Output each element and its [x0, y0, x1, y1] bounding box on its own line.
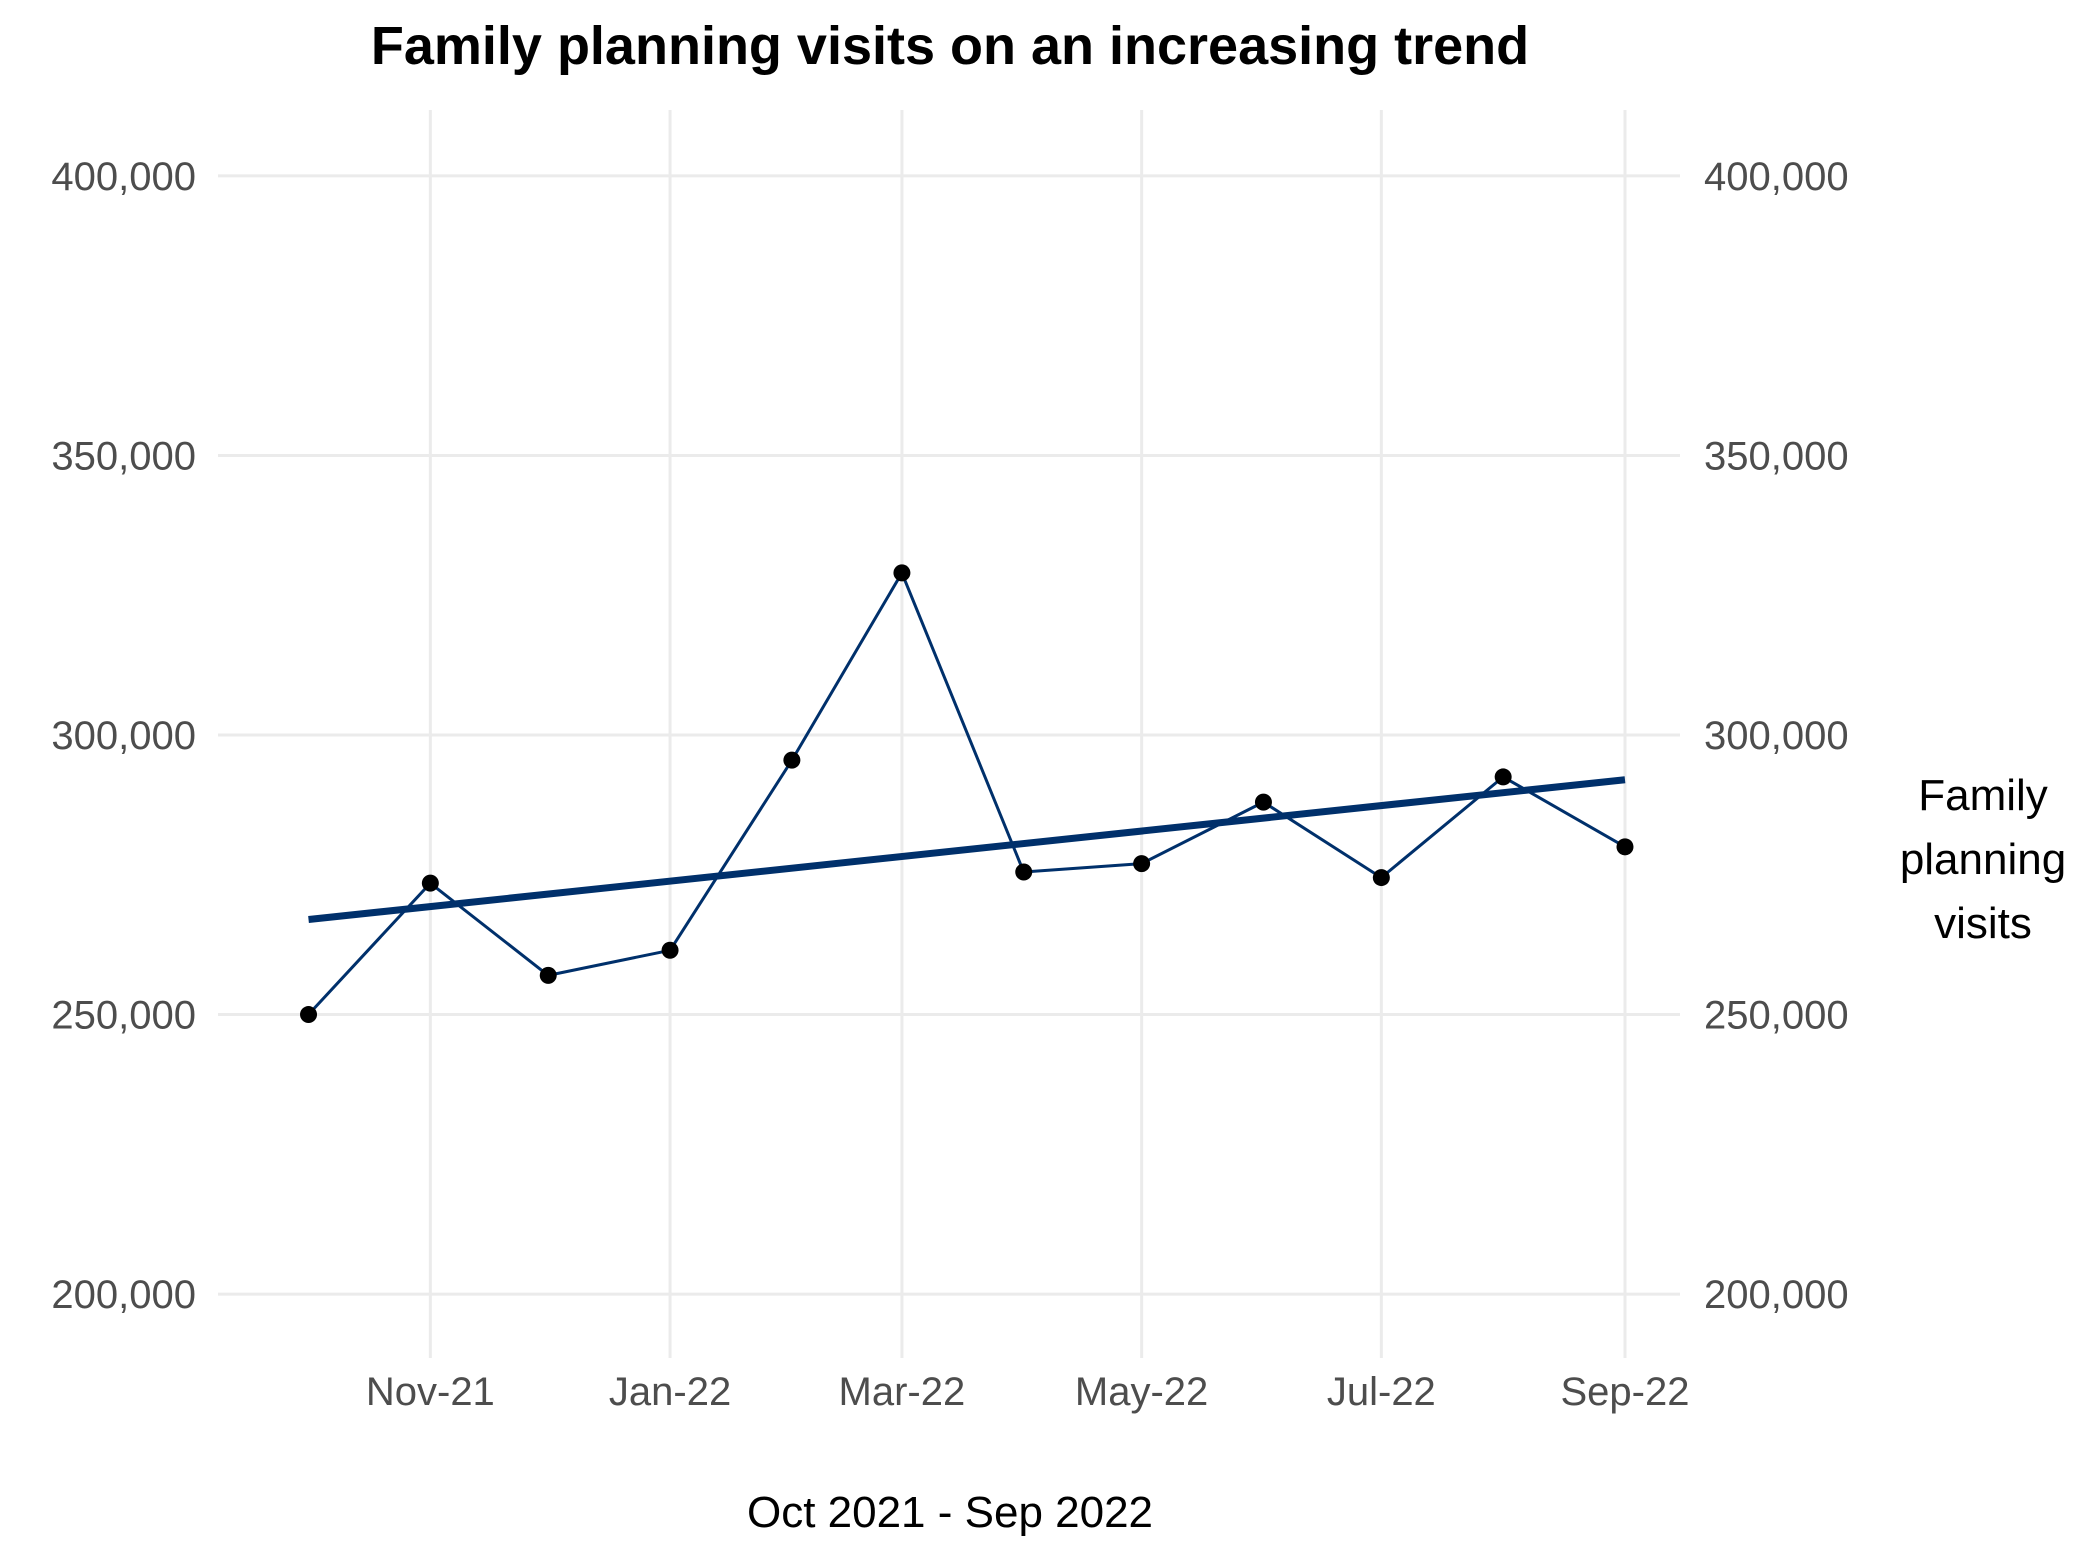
series-layer — [307, 571, 1626, 1016]
x-tick-label: Jul-22 — [1327, 1370, 1436, 1414]
y-tick-label-right: 350,000 — [1704, 434, 1849, 478]
y-axis-title-right: Family planning visits — [1900, 771, 2066, 948]
x-axis: Nov-21 Jan-22 Mar-22 May-22 Jul-22 Sep-22 — [366, 1370, 1690, 1414]
data-point — [1494, 768, 1512, 786]
x-tick-label: Sep-22 — [1560, 1370, 1689, 1414]
data-point — [421, 874, 439, 892]
y-tick-label-left: 400,000 — [51, 155, 196, 199]
data-point — [1372, 869, 1390, 887]
data-point — [539, 966, 557, 984]
x-tick-label: Nov-21 — [366, 1370, 495, 1414]
y-axis-left: 200,000 250,000 300,000 350,000 400,000 — [51, 155, 196, 1317]
y-tick-label-left: 300,000 — [51, 714, 196, 758]
x-gridlines — [428, 110, 1627, 1358]
data-point — [1616, 838, 1634, 856]
y-tick-label-right: 300,000 — [1704, 714, 1849, 758]
data-point — [783, 751, 801, 769]
x-tick-label: Mar-22 — [839, 1370, 966, 1414]
data-point — [1015, 863, 1033, 881]
series-line — [307, 571, 1626, 1016]
data-point — [300, 1006, 318, 1024]
trend-layer — [308, 776, 1626, 923]
x-tick-label: May-22 — [1075, 1370, 1208, 1414]
y-tick-label-right: 400,000 — [1704, 155, 1849, 199]
y-tick-label-right: 200,000 — [1704, 1273, 1849, 1317]
x-axis-title: Oct 2021 - Sep 2022 — [747, 1488, 1153, 1537]
y-tick-label-left: 350,000 — [51, 434, 196, 478]
y-axis-title-line: planning — [1900, 835, 2066, 884]
data-point — [1254, 793, 1272, 811]
data-point — [893, 564, 911, 582]
x-tick-label: Jan-22 — [609, 1370, 731, 1414]
y-axis-title-line: visits — [1934, 899, 2032, 948]
y-axis-right: 200,000 250,000 300,000 350,000 400,000 — [1704, 155, 1849, 1317]
trend-line — [308, 776, 1626, 923]
data-point — [1133, 855, 1151, 873]
y-gridlines — [218, 174, 1680, 1296]
data-point — [661, 941, 679, 959]
points-layer — [300, 564, 1634, 1024]
y-tick-label-left: 250,000 — [51, 994, 196, 1038]
y-tick-label-right: 250,000 — [1704, 994, 1849, 1038]
y-axis-title-line: Family — [1918, 771, 2048, 820]
chart-title: Family planning visits on an increasing … — [371, 16, 1529, 76]
y-tick-label-left: 200,000 — [51, 1273, 196, 1317]
